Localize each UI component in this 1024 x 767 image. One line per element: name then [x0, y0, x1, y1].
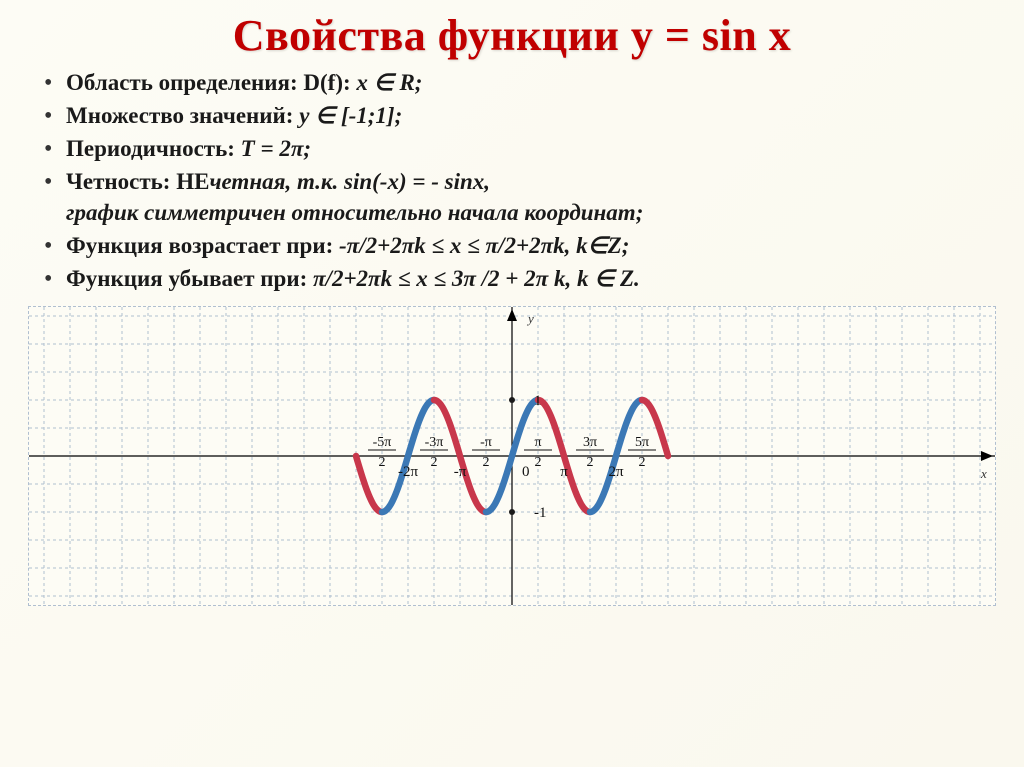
prop-period-label: Периодичность: — [66, 136, 241, 161]
svg-text:-π: -π — [480, 435, 492, 450]
prop-parity-ital: четная, т.к. sin(-x) = - sinx, — [209, 169, 490, 194]
svg-text:π: π — [534, 435, 541, 450]
svg-text:y: y — [526, 311, 534, 326]
svg-text:-2π: -2π — [398, 464, 418, 480]
prop-range-label: Множество значений: — [66, 103, 299, 128]
svg-text:-5π: -5π — [373, 435, 392, 450]
prop-parity: Четность: НЕчетная, т.к. sin(-x) = - sin… — [38, 166, 996, 228]
prop-period: Периодичность: T = 2π; — [38, 133, 996, 164]
svg-text:2π: 2π — [608, 464, 624, 480]
svg-text:2: 2 — [379, 455, 386, 470]
svg-text:0: 0 — [522, 464, 530, 480]
sine-chart: 1-1-5π2-2π-3π2-π-π20π2π3π22π5π2yx — [28, 306, 996, 606]
prop-range-value: y ∈ [-1;1]; — [299, 103, 402, 128]
properties-list: Область определения: D(f): x ∈ R; Множес… — [28, 67, 996, 294]
prop-increasing-value: -π/2+2πk ≤ x ≤ π/2+2πk, k∈Z; — [339, 233, 629, 258]
page-title: Свойства функции y = sin x — [28, 10, 996, 61]
svg-text:-1: -1 — [534, 505, 547, 521]
prop-parity-label: Четность: НЕ — [66, 169, 209, 194]
prop-period-value: T = 2π; — [241, 136, 311, 161]
prop-domain-label: Область определения: D(f): — [66, 70, 356, 95]
prop-range: Множество значений: y ∈ [-1;1]; — [38, 100, 996, 131]
sine-chart-svg: 1-1-5π2-2π-3π2-π-π20π2π3π22π5π2yx — [29, 307, 995, 605]
prop-parity-line2: график симметричен относительно начала к… — [66, 200, 643, 225]
svg-text:3π: 3π — [583, 435, 597, 450]
prop-decreasing-label: Функция убывает при: — [66, 266, 313, 291]
prop-increasing: Функция возрастает при: -π/2+2πk ≤ x ≤ π… — [38, 230, 996, 261]
svg-text:2: 2 — [431, 455, 438, 470]
svg-text:2: 2 — [639, 455, 646, 470]
svg-text:-π: -π — [454, 464, 467, 480]
svg-text:5π: 5π — [635, 435, 649, 450]
svg-text:2: 2 — [535, 455, 542, 470]
svg-text:π: π — [560, 464, 568, 480]
prop-decreasing-value: π/2+2πk ≤ x ≤ 3π /2 + 2π k, k ∈ Z. — [313, 266, 640, 291]
prop-domain: Область определения: D(f): x ∈ R; — [38, 67, 996, 98]
prop-domain-value: x ∈ R; — [356, 70, 422, 95]
svg-text:2: 2 — [587, 455, 594, 470]
prop-decreasing: Функция убывает при: π/2+2πk ≤ x ≤ 3π /2… — [38, 263, 996, 294]
svg-text:x: x — [980, 466, 987, 481]
prop-increasing-label: Функция возрастает при: — [66, 233, 339, 258]
svg-text:2: 2 — [483, 455, 490, 470]
svg-text:-3π: -3π — [425, 435, 444, 450]
svg-text:1: 1 — [534, 393, 542, 409]
